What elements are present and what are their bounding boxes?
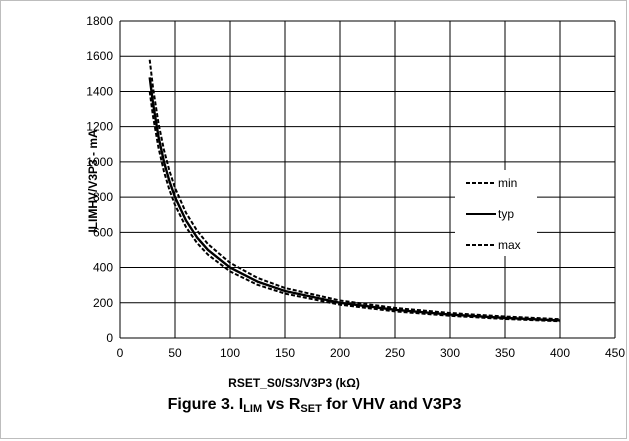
y-tick-label: 1000 xyxy=(86,155,113,169)
y-tick-label: 600 xyxy=(93,225,113,239)
caption-subscript-set: SET xyxy=(300,403,322,415)
series-line-min xyxy=(148,91,561,323)
y-tick-label: 1200 xyxy=(86,120,113,134)
legend-label-typ: typ xyxy=(498,207,514,221)
x-tick-label: 50 xyxy=(168,346,182,360)
y-tick-label: 1400 xyxy=(86,84,113,98)
x-tick-label: 450 xyxy=(605,346,625,360)
x-tick-label: 150 xyxy=(275,346,295,360)
caption-middle: vs R xyxy=(262,396,301,413)
y-tick-label: 800 xyxy=(93,190,113,204)
x-tick-label: 250 xyxy=(385,346,405,360)
x-tick-label: 300 xyxy=(440,346,460,360)
x-tick-label: 0 xyxy=(117,346,124,360)
x-tick-label: 350 xyxy=(495,346,515,360)
series-line-typ xyxy=(148,77,561,322)
y-axis-title: ILIMHV/V3P3 - mA xyxy=(86,129,100,233)
grid xyxy=(119,20,616,339)
legend-label-min: min xyxy=(498,176,517,190)
caption-prefix: Figure 3. I xyxy=(167,396,244,413)
x-axis-title: RSET_S0/S3/V3P3 (kΩ) xyxy=(228,376,360,390)
y-tick-label: 200 xyxy=(93,296,113,310)
y-tick-label: 400 xyxy=(93,261,113,275)
y-tick-label: 0 xyxy=(106,331,113,345)
y-tick-label: 1600 xyxy=(86,49,113,63)
figure-caption: Figure 3. ILIM vs RSET for VHV and V3P3 xyxy=(0,396,629,415)
y-tick-label: 1800 xyxy=(86,14,113,28)
x-tick-label: 400 xyxy=(550,346,570,360)
caption-suffix: for VHV and V3P3 xyxy=(321,396,462,413)
legend: min typ max xyxy=(455,170,537,256)
legend-label-max: max xyxy=(498,238,521,252)
series-line-max xyxy=(148,59,561,321)
caption-subscript-lim: LIM xyxy=(243,403,263,415)
x-tick-label: 200 xyxy=(330,346,350,360)
x-tick-label: 100 xyxy=(220,346,240,360)
series-lines xyxy=(148,59,561,323)
tick-labels: 0 200 400 600 800 1000 1200 1400 1600 1800 0 50 100 1… xyxy=(86,14,625,360)
